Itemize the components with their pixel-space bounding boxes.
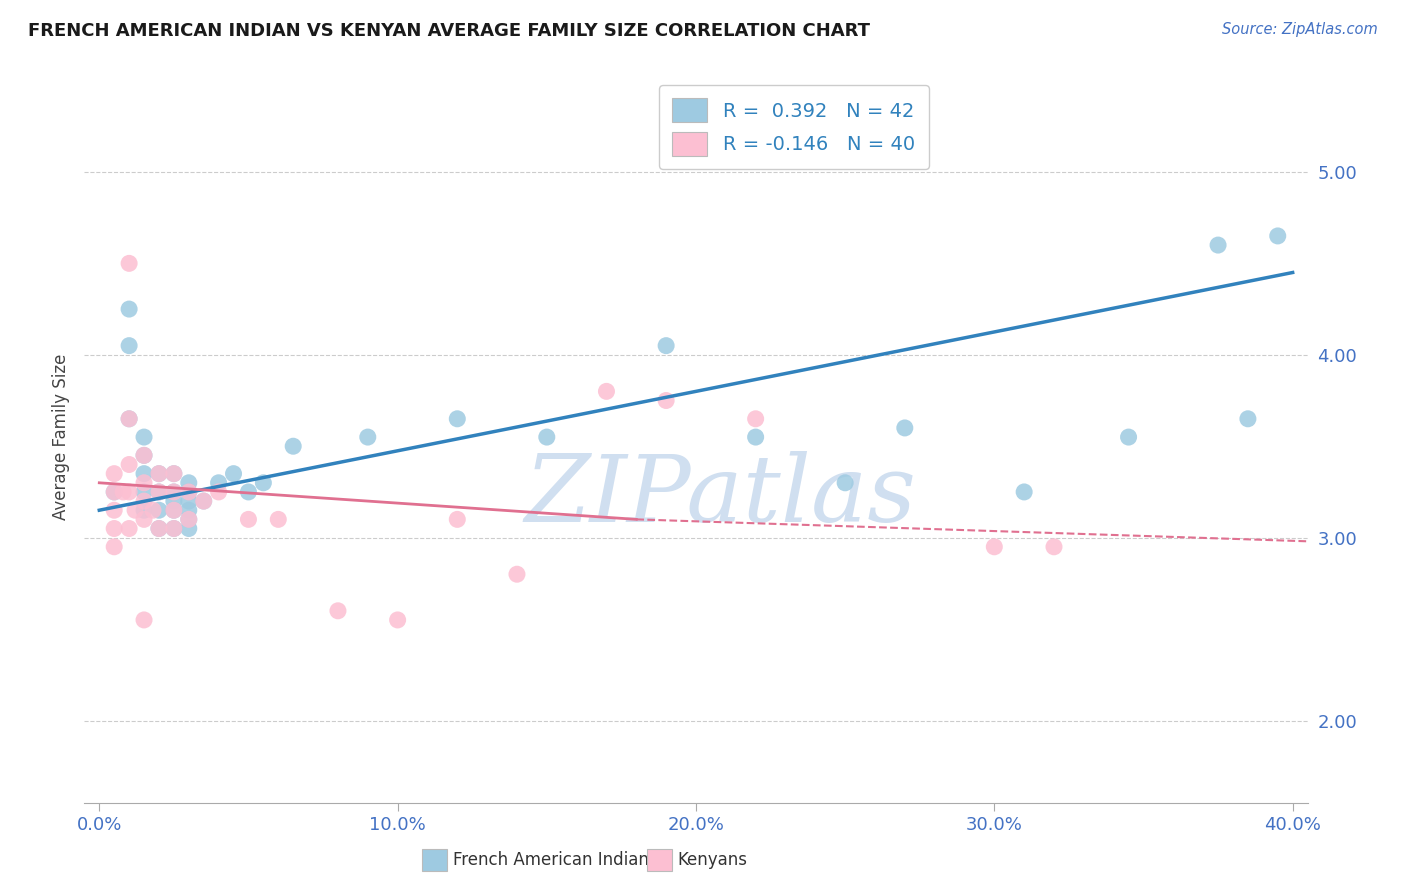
Text: Source: ZipAtlas.com: Source: ZipAtlas.com [1222,22,1378,37]
Point [207,475,229,490]
Point [103,503,125,517]
Point [142,503,165,517]
Point [357,430,380,444]
Point [103,485,125,500]
Text: Kenyans: Kenyans [678,851,748,869]
Point [983,540,1005,554]
Point [177,512,200,526]
Point [177,485,200,500]
Point [163,485,186,500]
Point [177,512,200,526]
Point [132,448,155,462]
Point [148,485,170,500]
Point [283,439,305,453]
Point [267,512,290,526]
Point [118,301,141,317]
Point [1118,430,1140,444]
Point [1012,485,1035,500]
Point [177,494,200,508]
Point [446,512,468,526]
Point [238,485,260,500]
Point [132,448,155,462]
Point [132,485,155,500]
Point [595,384,617,399]
Text: French American Indians: French American Indians [453,851,658,869]
Point [193,494,215,508]
Point [132,613,155,627]
Point [118,485,141,500]
Point [744,430,766,444]
Point [834,475,856,490]
Point [103,467,125,481]
Point [177,485,200,500]
Point [103,540,125,554]
Point [193,494,215,508]
Point [1043,540,1066,554]
Point [132,430,155,444]
Point [132,475,155,490]
Point [655,339,678,353]
Point [238,512,260,526]
Point [103,522,125,536]
Point [163,503,186,517]
Point [118,412,141,426]
Point [506,567,529,582]
Point [132,467,155,481]
Point [163,522,186,536]
Point [112,485,135,500]
Point [124,503,146,517]
Point [118,458,141,472]
Point [655,393,678,408]
Point [894,421,917,435]
Point [163,485,186,500]
Point [103,485,125,500]
Point [118,339,141,353]
Text: FRENCH AMERICAN INDIAN VS KENYAN AVERAGE FAMILY SIZE CORRELATION CHART: FRENCH AMERICAN INDIAN VS KENYAN AVERAGE… [28,22,870,40]
Point [132,512,155,526]
Point [163,503,186,517]
Point [177,475,200,490]
Point [446,412,468,426]
Y-axis label: Average Family Size: Average Family Size [52,354,70,520]
Point [118,522,141,536]
Point [148,485,170,500]
Point [163,467,186,481]
Point [326,604,349,618]
Point [387,613,409,627]
Point [222,467,245,481]
Point [177,503,200,517]
Point [1237,412,1260,426]
Point [163,522,186,536]
Point [148,522,170,536]
Text: ZIPatlas: ZIPatlas [524,450,917,541]
Point [1206,238,1229,252]
Point [1267,228,1289,243]
Point [148,467,170,481]
Point [177,522,200,536]
Point [252,475,274,490]
Point [148,503,170,517]
Point [536,430,558,444]
Point [118,256,141,270]
Point [148,467,170,481]
Point [207,485,229,500]
Point [132,494,155,508]
Point [148,522,170,536]
Point [118,412,141,426]
Point [744,412,766,426]
Legend: R =  0.392   N = 42, R = -0.146   N = 40: R = 0.392 N = 42, R = -0.146 N = 40 [659,85,929,169]
Point [163,494,186,508]
Point [163,467,186,481]
Point [132,503,155,517]
